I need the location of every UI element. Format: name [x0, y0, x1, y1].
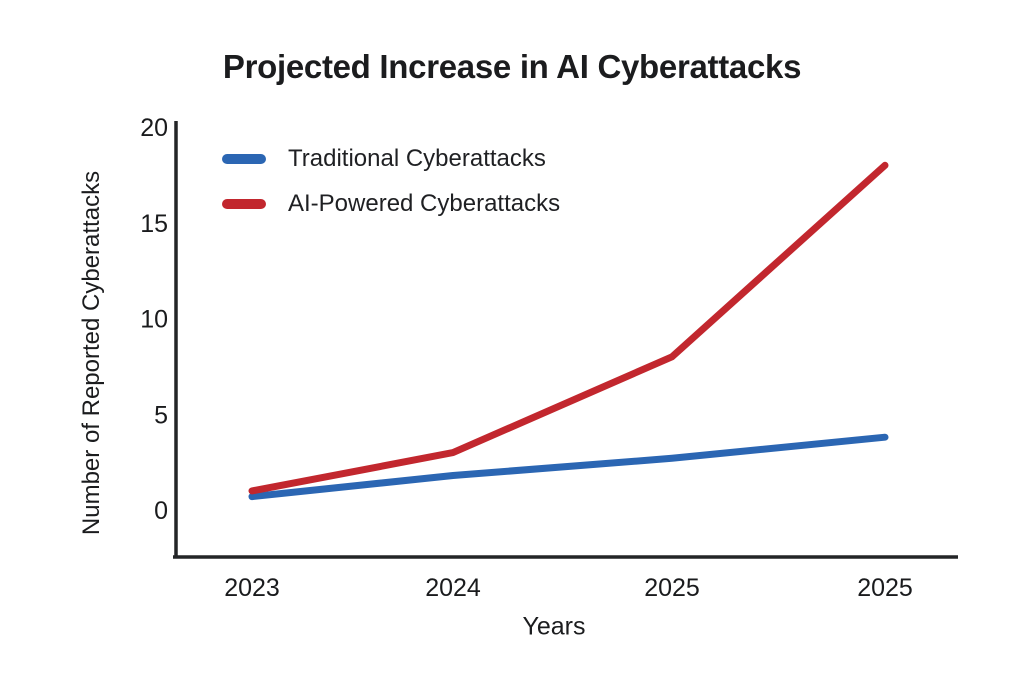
x-tick-label: 2025 [644, 574, 700, 602]
chart-title: Projected Increase in AI Cyberattacks [222, 48, 802, 85]
y-tick-label: 0 [154, 497, 168, 525]
legend-swatch-ai-powered [222, 199, 266, 209]
series-line-ai-powered-cyberattacks [248, 161, 889, 495]
x-tick-label: 2024 [425, 574, 481, 602]
series-line-traditional-cyberattacks [248, 433, 889, 501]
x-tick-label: 2025 [857, 574, 913, 602]
legend-item-traditional: Traditional Cyberattacks [222, 144, 560, 174]
axis-spines [173, 121, 958, 559]
legend-swatch-traditional [222, 154, 266, 164]
y-tick-label: 10 [140, 306, 168, 334]
y-axis-label: Number of Reported Cyberattacks [78, 170, 105, 536]
legend-item-ai-powered: AI-Powered Cyberattacks [222, 189, 560, 219]
y-tick-label: 20 [140, 114, 168, 142]
y-tick-label: 5 [154, 401, 168, 429]
legend-label-ai-powered: AI-Powered Cyberattacks [288, 190, 561, 217]
x-tick-label: 2023 [224, 574, 280, 602]
legend: Traditional Cyberattacks AI-Powered Cybe… [222, 144, 560, 219]
y-tick-label: 15 [140, 210, 168, 238]
x-axis-label: Years [522, 612, 586, 641]
legend-label-traditional: Traditional Cyberattacks [288, 145, 546, 172]
